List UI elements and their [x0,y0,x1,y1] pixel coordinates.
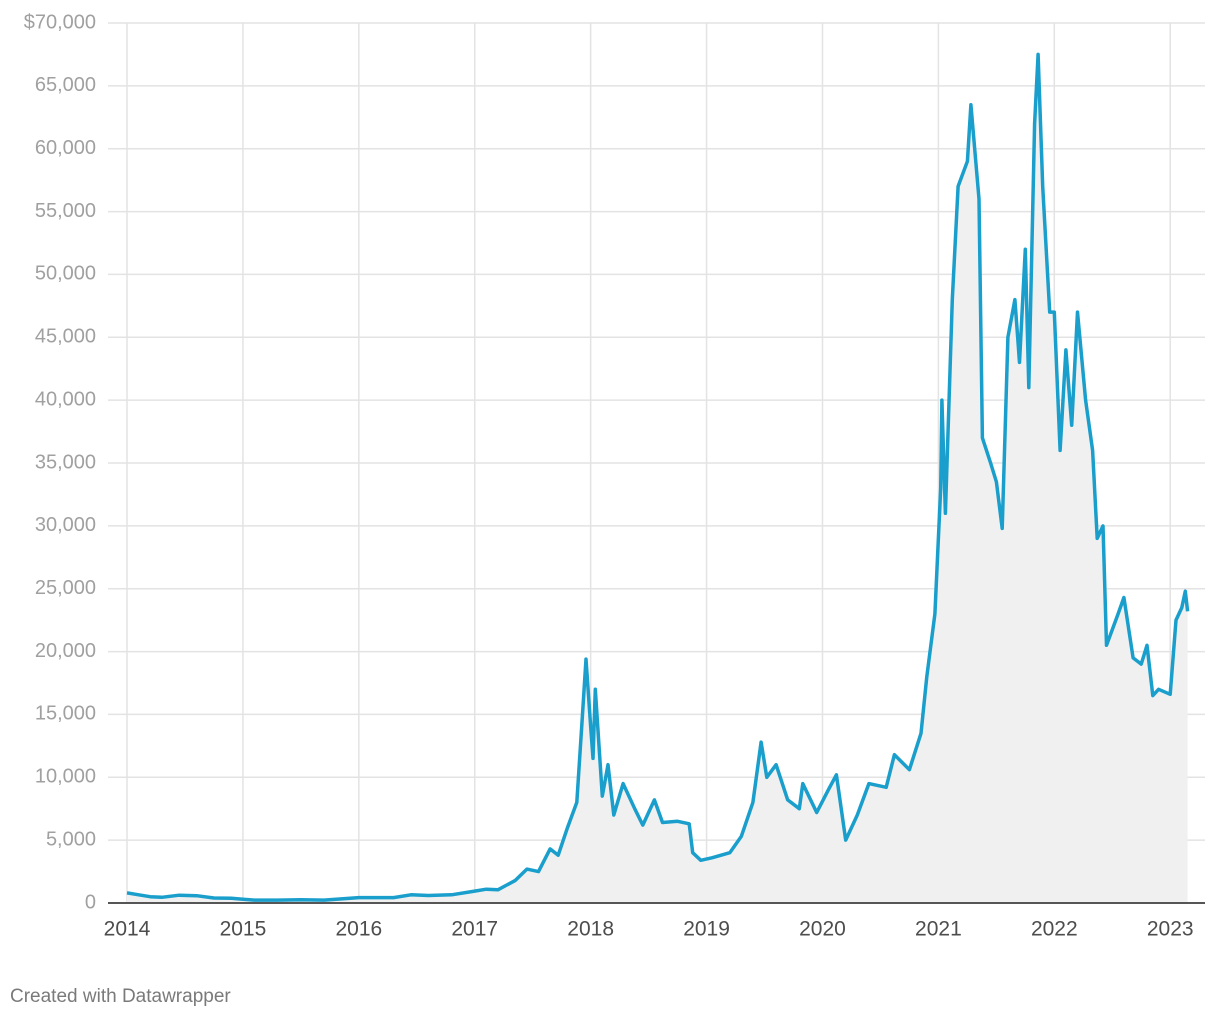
x-tick-label: 2022 [1031,918,1078,941]
y-tick-label: $70,000 [24,11,96,33]
x-tick-label: 2014 [104,918,151,941]
x-tick-label: 2017 [451,918,498,941]
y-tick-label: 25,000 [35,577,96,599]
x-tick-label: 2019 [683,918,730,941]
y-tick-label: 60,000 [35,137,96,159]
credit: Created with Datawrapper [10,986,231,1007]
y-tick-label: 35,000 [35,451,96,473]
y-tick-label: 30,000 [35,514,96,536]
y-tick-label: 5,000 [46,828,96,850]
y-tick-label: 0 [85,891,96,913]
y-tick-label: 45,000 [35,326,96,348]
x-tick-label: 2023 [1147,918,1194,941]
y-tick-label: 40,000 [35,388,96,410]
x-tick-label: 2018 [567,918,614,941]
line [126,52,1190,902]
area [127,54,1188,903]
y-tick-label: 15,000 [35,703,96,725]
x-tick-label: 2020 [799,918,846,941]
y-tick-label: 55,000 [35,200,96,222]
y-tick-label: 20,000 [35,640,96,662]
y-tick-label: 65,000 [35,74,96,96]
y-tick-label: 10,000 [35,766,96,788]
x-tick-label: 2021 [915,918,962,941]
y-tick-label: 50,000 [35,263,96,285]
x-tick-label: 2016 [335,918,382,941]
x-tick-label: 2015 [220,918,267,941]
